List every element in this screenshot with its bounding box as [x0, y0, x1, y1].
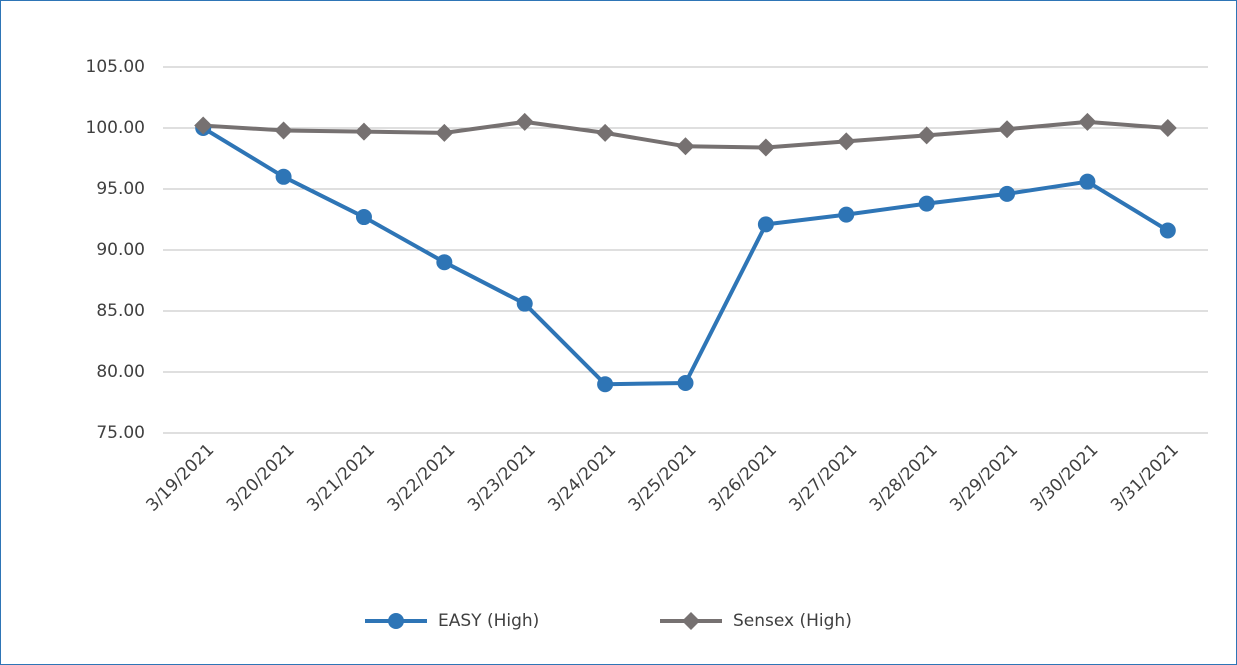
- y-tick-label: 90.00: [96, 240, 145, 260]
- data-point: [194, 116, 213, 135]
- data-point: [1078, 112, 1097, 131]
- y-tick-label: 85.00: [96, 301, 145, 321]
- data-point: [435, 123, 454, 142]
- y-tick-label: 80.00: [96, 362, 145, 382]
- data-point: [436, 254, 453, 271]
- data-point: [275, 168, 292, 185]
- data-point: [837, 132, 856, 151]
- legend-marker: [682, 612, 700, 630]
- data-point: [917, 126, 936, 145]
- legend-label: Sensex (High): [733, 611, 852, 631]
- legend-marker: [388, 613, 404, 629]
- data-point: [596, 123, 615, 142]
- y-tick-label: 75.00: [96, 423, 145, 443]
- legend-label: EASY (High): [438, 611, 539, 631]
- data-point: [354, 122, 373, 141]
- data-point: [355, 209, 372, 226]
- data-point: [756, 138, 775, 157]
- y-tick-label: 105.00: [86, 57, 145, 77]
- data-point: [515, 112, 534, 131]
- data-point: [1158, 119, 1177, 137]
- data-point: [1079, 173, 1096, 190]
- data-point: [1159, 222, 1176, 239]
- data-point: [676, 137, 695, 156]
- data-point: [999, 185, 1016, 202]
- y-tick-label: 100.00: [86, 118, 145, 138]
- data-point: [757, 216, 774, 233]
- data-point: [516, 295, 533, 312]
- data-point: [838, 206, 855, 223]
- data-point: [677, 374, 694, 391]
- data-point: [998, 120, 1017, 139]
- data-point: [274, 121, 293, 140]
- y-tick-label: 95.00: [96, 179, 145, 199]
- data-point: [918, 195, 935, 212]
- data-point: [597, 376, 614, 393]
